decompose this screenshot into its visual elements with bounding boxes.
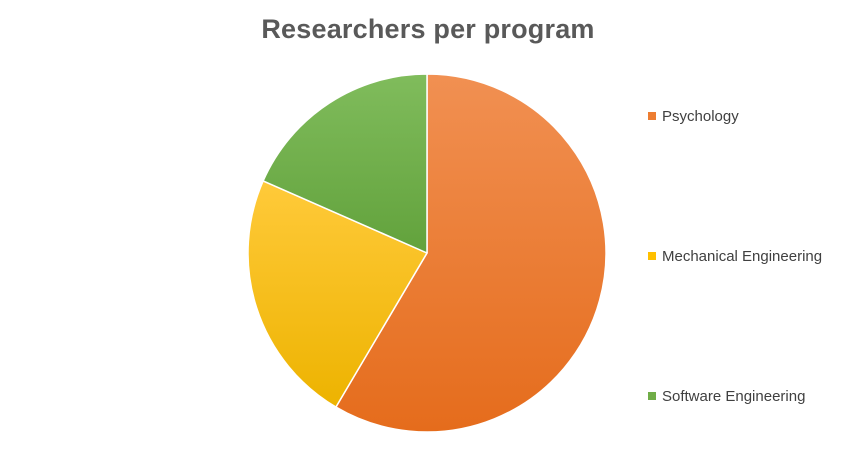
chart-title: Researchers per program [261,14,595,44]
legend-swatch-mechanical-engineering [648,252,656,260]
pie-slices [247,73,607,433]
pie-slice-psychology [335,73,607,433]
legend-item-software-engineering: Software Engineering [648,386,805,406]
legend-label-mechanical-engineering: Mechanical Engineering [662,247,823,265]
legend-swatch-psychology [648,112,656,120]
legend-swatch-software-engineering [648,392,656,400]
pie-slice-software-engineering [262,73,428,254]
legend-item-mechanical-engineering: Mechanical Engineering [648,246,822,266]
legend-label-psychology: Psychology [662,107,739,125]
legend-label-software-engineering: Software Engineering [662,387,806,405]
pie-slice-mechanical-engineering [247,180,428,408]
legend-item-psychology: Psychology [648,106,739,126]
legend: Psychology Mechanical Engineering Softwa… [648,0,856,470]
